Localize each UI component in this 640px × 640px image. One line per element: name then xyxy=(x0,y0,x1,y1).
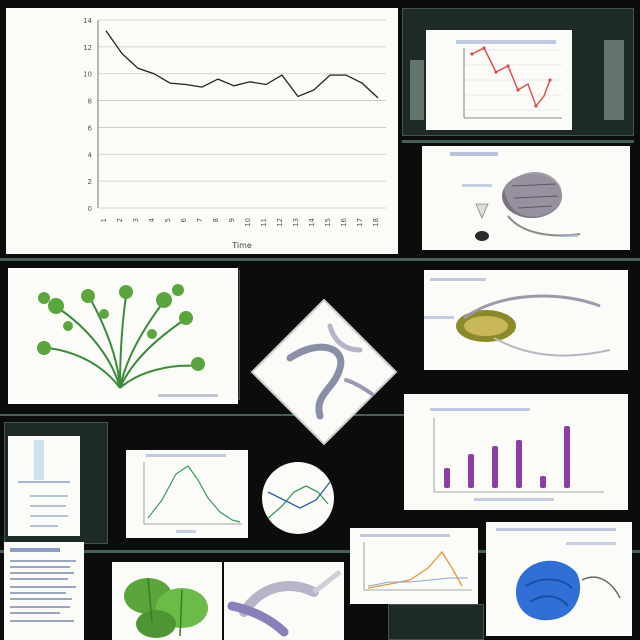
x-axis-label: Time xyxy=(231,241,252,250)
x-tick-label: 5 xyxy=(164,218,172,222)
blue-anatomy-panel xyxy=(486,522,632,636)
stripe xyxy=(402,140,634,143)
circle-chart-lens xyxy=(262,462,334,534)
x-tick-label: 18 xyxy=(372,218,380,227)
x-tick-label: 2 xyxy=(116,218,124,222)
line-series xyxy=(105,30,379,99)
pod-illustration-panel xyxy=(424,270,628,370)
vessel-svg xyxy=(227,570,342,637)
diamond-illustration xyxy=(250,298,398,446)
green-chart-svg xyxy=(143,454,242,533)
blue-anatomy-svg xyxy=(496,528,621,621)
leaf-illustration-panel xyxy=(112,562,222,640)
pod-svg xyxy=(424,278,611,357)
red-line-chart-panel xyxy=(426,30,572,130)
leaf-svg xyxy=(124,577,208,638)
y-tick-label: 2 xyxy=(88,178,92,186)
y-tick-label: 6 xyxy=(88,124,93,132)
stripe xyxy=(0,414,410,416)
diamond-svg xyxy=(250,298,398,446)
circle-svg xyxy=(265,481,331,521)
y-tick-label: 8 xyxy=(88,98,92,106)
anatomy-illustration-panel xyxy=(422,146,630,250)
x-tick-label: 10 xyxy=(244,218,252,227)
y-tick-label: 10 xyxy=(83,71,92,79)
text-document-panel xyxy=(4,542,84,640)
purple-dot-plot-panel xyxy=(404,394,628,510)
x-tick-label: 15 xyxy=(324,218,332,227)
y-tick-label: 14 xyxy=(83,17,92,25)
x-tick-label: 8 xyxy=(212,218,220,222)
frame-bottom xyxy=(388,604,484,640)
herb-svg xyxy=(37,284,218,397)
x-tick-label: 3 xyxy=(132,218,140,222)
orange-line-chart-panel xyxy=(350,528,478,604)
diagram-svg xyxy=(18,440,70,527)
y-tick-label: 12 xyxy=(83,44,92,52)
x-tick-label: 16 xyxy=(340,217,348,226)
y-tick-label: 4 xyxy=(88,151,93,159)
main-line-chart: 0 2 4 6 8 10 12 14 1 2 3 4 5 6 7 8 9 10 11 12 13 14 15 16 17 18 … xyxy=(6,8,398,254)
orange-chart-svg xyxy=(360,534,472,591)
stripe xyxy=(604,40,624,120)
vessel-illustration-panel xyxy=(224,562,344,640)
x-tick-label: 12 xyxy=(276,218,284,227)
herb-illustration-panel xyxy=(8,268,238,404)
x-tick-label: 14 xyxy=(308,217,316,226)
anatomy-svg xyxy=(450,152,581,241)
x-tick-label: 4 xyxy=(148,217,156,222)
x-tick-label: 17 xyxy=(356,218,364,227)
stripe xyxy=(0,258,640,261)
x-tick-label: 9 xyxy=(228,218,236,222)
green-line-chart-panel xyxy=(126,450,248,538)
stripe xyxy=(0,550,640,553)
x-tick-label: 13 xyxy=(292,218,300,227)
x-tick-label: 6 xyxy=(180,217,188,222)
x-tick-label: 11 xyxy=(260,218,268,227)
diagram-panel xyxy=(8,436,80,536)
y-tick-label: 0 xyxy=(88,205,92,213)
stripe xyxy=(410,60,424,120)
document-svg xyxy=(10,548,76,622)
red-chart-svg xyxy=(426,30,572,130)
x-tick-label: 7 xyxy=(196,218,204,222)
x-tick-label: 1 xyxy=(100,218,108,222)
purple-plot-svg xyxy=(430,408,604,501)
